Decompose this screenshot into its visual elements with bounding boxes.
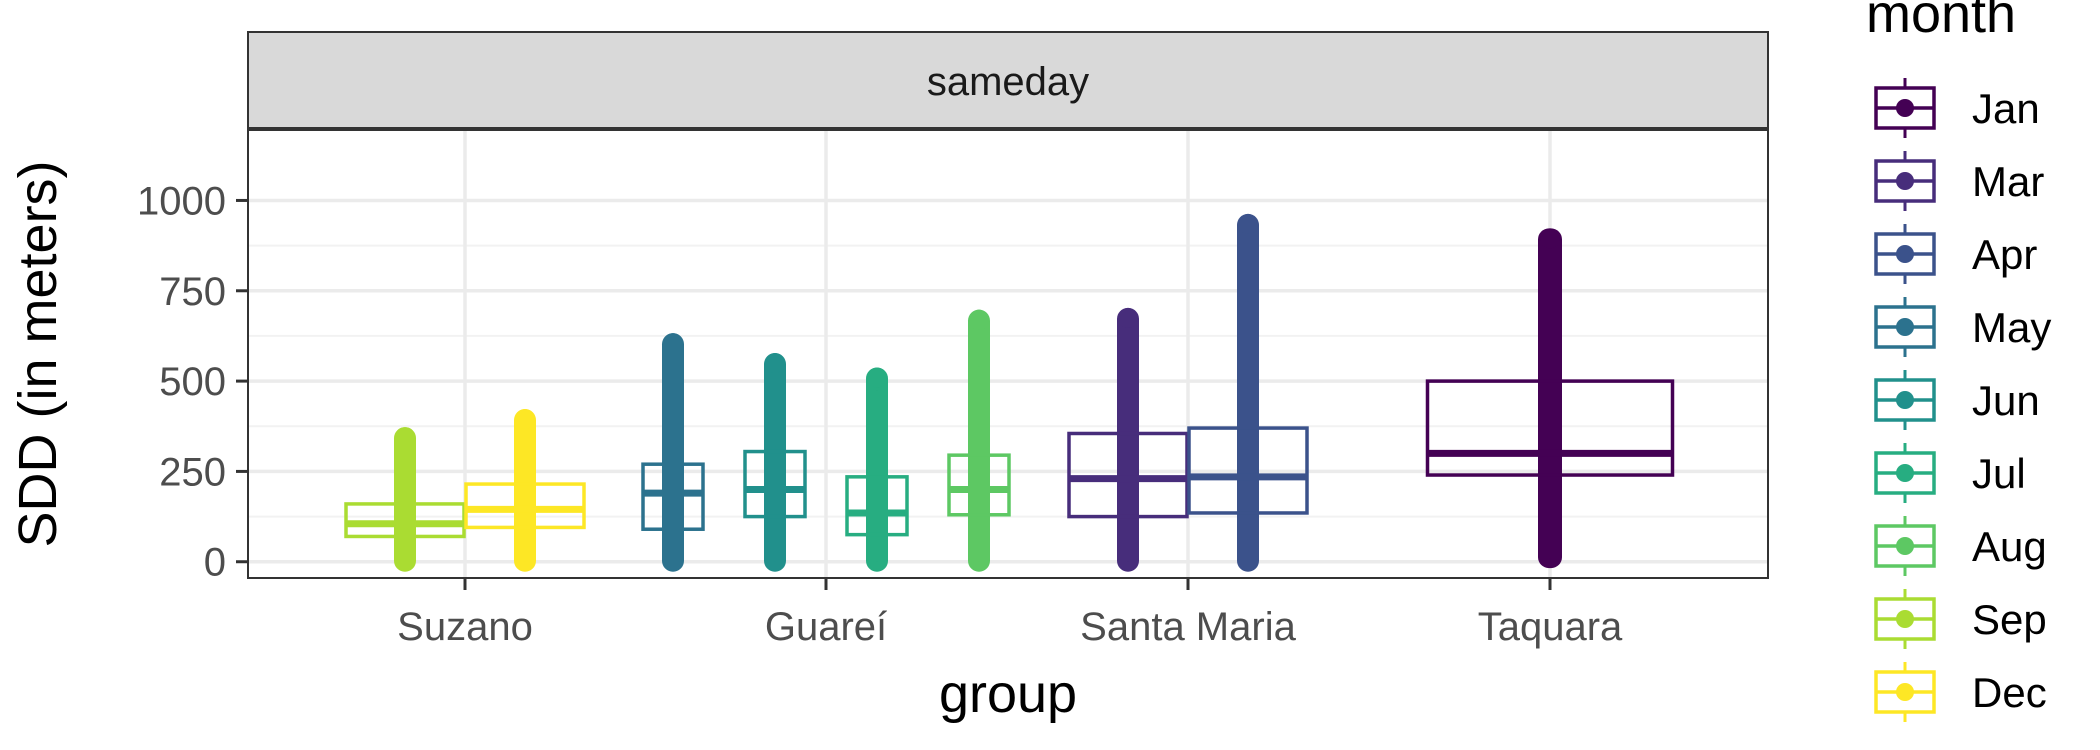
legend: month Jan Mar Apr May Jun Jul Aug Sep Dec — [1866, 0, 2051, 722]
y-axis: 0 250 500 750 1000 — [137, 179, 248, 585]
x-tick-label: Santa Maria — [1080, 605, 1296, 649]
legend-key-point — [1896, 245, 1914, 263]
legend-key-point — [1896, 172, 1914, 190]
x-tick-label: Guareí — [765, 605, 887, 649]
facet-strip — [247, 31, 1769, 129]
box-iqr — [1067, 431, 1189, 519]
y-tick-label: 0 — [204, 541, 226, 585]
max-point — [969, 309, 989, 330]
box-iqr — [344, 502, 466, 539]
y-tick-label: 1000 — [137, 179, 226, 223]
legend-item-label: Jul — [1972, 450, 2026, 497]
legend-key-point — [1896, 464, 1914, 482]
legend-item-aug: Aug — [1874, 516, 2047, 576]
box-santa-maria-mar — [1067, 307, 1189, 572]
legend-key-point — [1896, 391, 1914, 409]
legend-key-point — [1896, 99, 1914, 117]
x-axis: Suzano Guareí Santa Maria Taquara — [397, 578, 1623, 649]
legend-item-label: Apr — [1972, 231, 2037, 278]
legend-item-jan: Jan — [1874, 78, 2040, 138]
facet-strip-label: sameday — [927, 60, 1089, 104]
max-point — [867, 367, 887, 388]
max-point — [663, 333, 683, 354]
box-iqr — [743, 449, 807, 519]
box-suzano-dec — [464, 409, 586, 572]
point-column — [1538, 228, 1562, 569]
box-iqr — [947, 453, 1011, 517]
box-guareí-jun — [743, 353, 807, 572]
legend-item-dec: Dec — [1874, 662, 2047, 722]
box-iqr — [845, 475, 909, 537]
box-iqr — [464, 482, 586, 530]
max-point — [1118, 307, 1138, 328]
x-axis-title: group — [939, 664, 1077, 724]
point-column — [1117, 307, 1139, 572]
legend-item-may: May — [1874, 297, 2051, 357]
legend-item-label: Sep — [1972, 596, 2047, 643]
legend-key-point — [1896, 318, 1914, 336]
point-column — [514, 409, 536, 572]
max-point — [395, 427, 415, 448]
legend-item-label: Jun — [1972, 377, 2040, 424]
max-point — [1238, 213, 1258, 234]
legend-key-point — [1896, 537, 1914, 555]
legend-item-label: Mar — [1972, 158, 2044, 205]
y-axis-title: SDD (in meters) — [8, 160, 68, 547]
x-tick-label: Taquara — [1478, 605, 1623, 649]
legend-item-jun: Jun — [1874, 370, 2040, 430]
legend-item-mar: Mar — [1874, 151, 2044, 211]
legend-item-apr: Apr — [1874, 224, 2037, 284]
legend-item-label: Aug — [1972, 523, 2047, 570]
box-guareí-may — [641, 333, 705, 572]
y-tick-label: 500 — [159, 360, 226, 404]
box-guareí-aug — [947, 309, 1011, 572]
max-point — [1540, 228, 1560, 249]
legend-title: month — [1866, 0, 2016, 44]
y-tick-label: 250 — [159, 450, 226, 494]
legend-item-label: Dec — [1972, 669, 2047, 716]
legend-item-label: May — [1972, 304, 2051, 351]
legend-item-label: Jan — [1972, 85, 2040, 132]
x-tick-label: Suzano — [397, 605, 533, 649]
box-taquara-jan — [1425, 228, 1675, 569]
box-iqr — [1187, 426, 1309, 515]
legend-key-point — [1896, 610, 1914, 628]
legend-key-point — [1896, 683, 1914, 701]
legend-item-jul: Jul — [1874, 443, 2026, 503]
box-santa-maria-apr — [1187, 213, 1309, 572]
box-iqr — [641, 462, 705, 531]
legend-item-sep: Sep — [1874, 589, 2047, 649]
y-tick-label: 750 — [159, 270, 226, 314]
box-guareí-jul — [845, 367, 909, 572]
box-series — [344, 213, 1675, 572]
box-suzano-sep — [344, 427, 466, 572]
box-iqr — [1425, 379, 1675, 477]
